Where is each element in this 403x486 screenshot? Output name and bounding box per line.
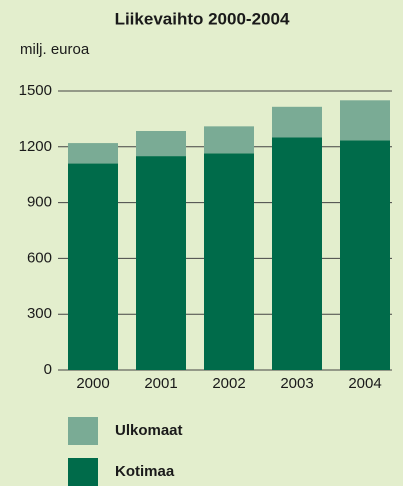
bar-segment (68, 143, 118, 164)
bar-segment (204, 126, 254, 154)
bar-segment (340, 140, 390, 370)
y-tick-label: 1500 (19, 82, 52, 99)
x-tick-label: 2002 (212, 375, 245, 392)
legend-label: Kotimaa (115, 463, 175, 480)
y-tick-label: 1200 (19, 138, 52, 155)
bar-segment (272, 137, 322, 370)
y-tick-label: 900 (27, 194, 52, 211)
y-tick-label: 600 (27, 249, 52, 266)
x-tick-label: 2004 (348, 375, 381, 392)
y-tick-label: 0 (44, 361, 52, 378)
legend-swatch (68, 417, 98, 445)
bar-segment (136, 156, 186, 370)
bar-segment (204, 153, 254, 370)
bar-segment (136, 130, 186, 157)
x-tick-label: 2003 (280, 375, 313, 392)
bar-segment (68, 163, 118, 370)
chart-title: Liikevaihto 2000-2004 (115, 9, 290, 28)
x-tick-label: 2001 (144, 375, 177, 392)
legend-label: Ulkomaat (115, 422, 183, 439)
bar-segment (272, 106, 322, 138)
legend-swatch (68, 458, 98, 486)
y-tick-label: 300 (27, 305, 52, 322)
bar-segment (340, 100, 390, 141)
x-tick-label: 2000 (76, 375, 109, 392)
y-axis-label: milj. euroa (20, 41, 90, 58)
